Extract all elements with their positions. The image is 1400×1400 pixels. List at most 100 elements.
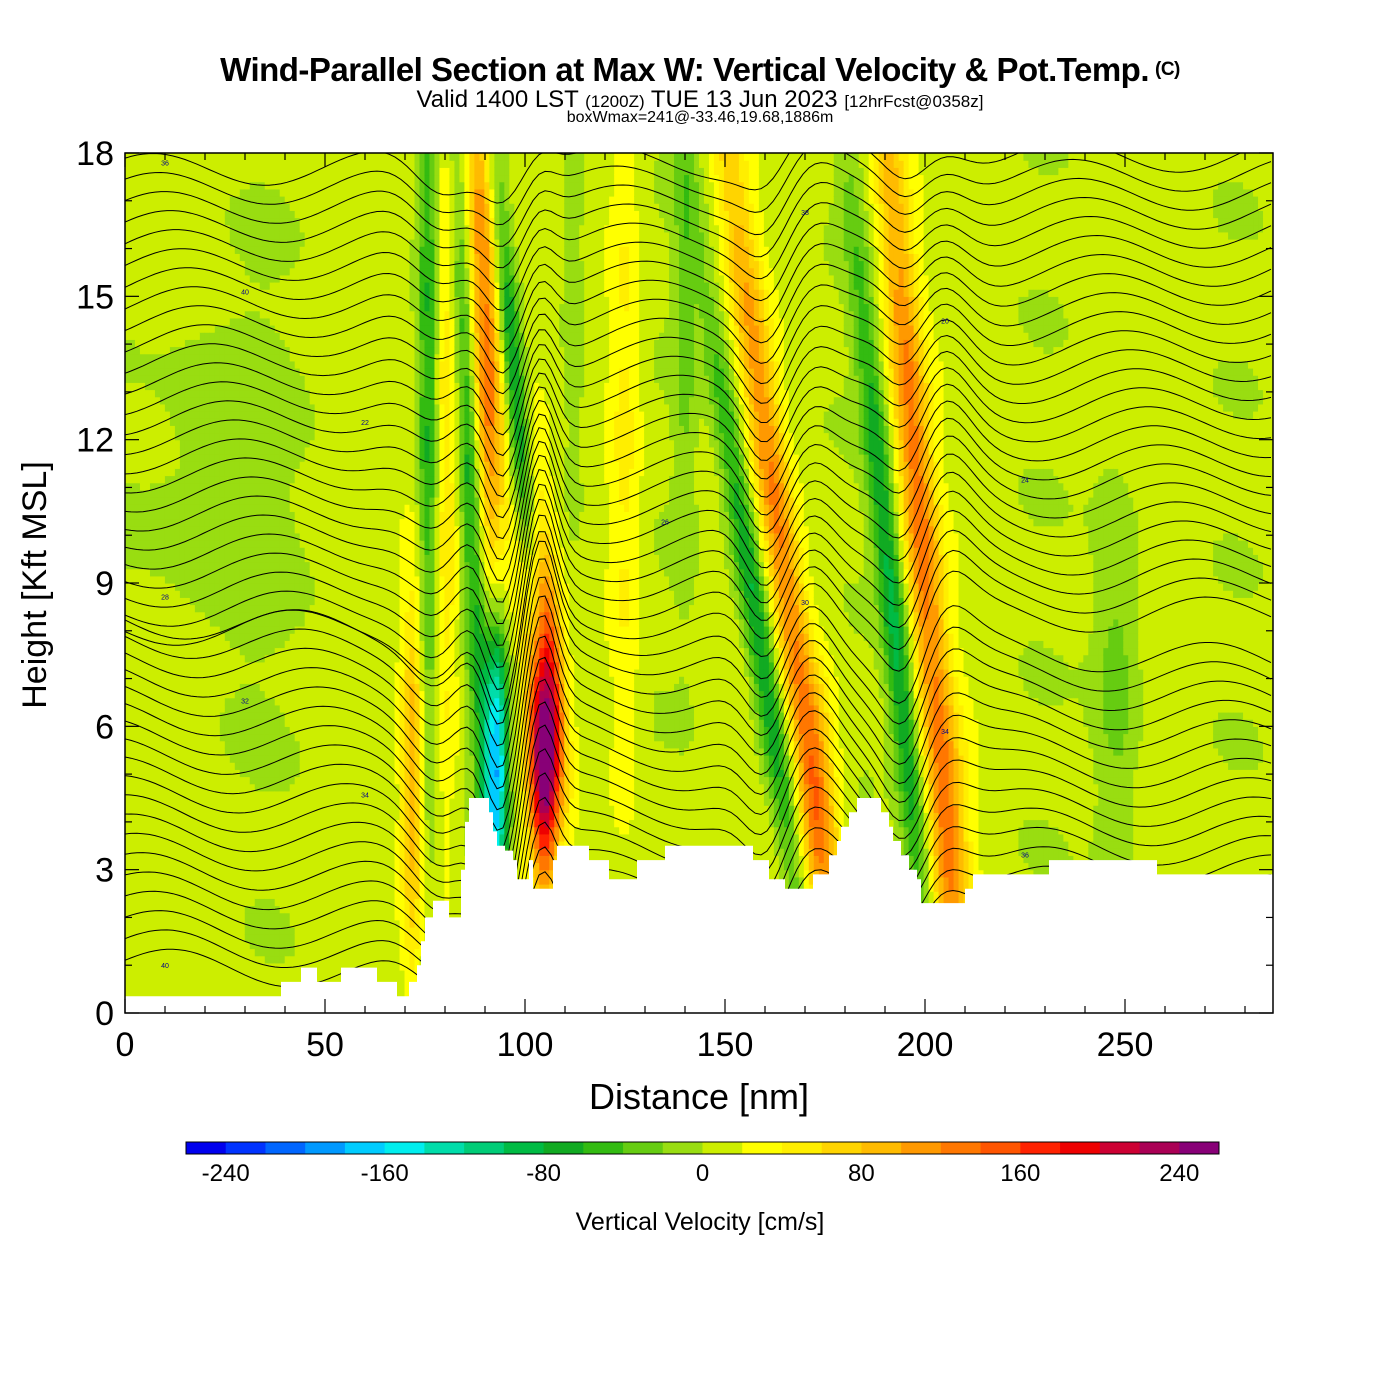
velocity-cell — [130, 189, 136, 197]
velocity-cell — [140, 261, 146, 269]
velocity-cell — [150, 705, 156, 713]
velocity-cell — [170, 777, 176, 785]
velocity-cell — [165, 296, 171, 304]
velocity-cell — [155, 519, 161, 527]
velocity-cell — [170, 239, 176, 247]
velocity-cell — [130, 855, 136, 863]
velocity-cell — [150, 884, 156, 892]
velocity-cell — [130, 476, 136, 484]
velocity-cell — [165, 361, 171, 369]
velocity-cell — [140, 504, 146, 512]
velocity-cell — [170, 920, 176, 928]
velocity-cell — [150, 196, 156, 204]
velocity-cell — [125, 354, 131, 362]
velocity-cell — [165, 253, 171, 261]
velocity-cell — [175, 834, 181, 842]
velocity-cell — [145, 805, 151, 813]
velocity-cell — [155, 304, 161, 312]
velocity-cell — [145, 397, 151, 405]
velocity-cell — [155, 612, 161, 620]
velocity-cell — [165, 239, 171, 247]
velocity-cell — [150, 791, 156, 799]
velocity-cell — [140, 540, 146, 548]
velocity-cell — [140, 175, 146, 183]
velocity-cell — [135, 798, 141, 806]
velocity-cell — [130, 941, 136, 949]
velocity-cell — [125, 777, 131, 785]
velocity-cell — [135, 203, 141, 211]
velocity-cell — [155, 296, 161, 304]
velocity-cell — [140, 461, 146, 469]
velocity-cell — [130, 167, 136, 175]
velocity-cell — [135, 311, 141, 319]
velocity-cell — [145, 325, 151, 333]
velocity-cell — [170, 884, 176, 892]
velocity-cell — [170, 511, 176, 519]
velocity-cell — [135, 246, 141, 254]
velocity-cell — [160, 569, 166, 577]
velocity-cell — [130, 963, 136, 971]
velocity-cell — [130, 504, 136, 512]
velocity-cell — [170, 676, 176, 684]
velocity-cell — [160, 203, 166, 211]
velocity-cell — [125, 884, 131, 892]
velocity-cell — [125, 210, 131, 218]
velocity-cell — [125, 160, 131, 168]
velocity-cell — [155, 483, 161, 491]
velocity-cell — [140, 712, 146, 720]
velocity-cell — [125, 920, 131, 928]
velocity-cell — [150, 182, 156, 190]
velocity-cell — [125, 167, 131, 175]
velocity-cell — [145, 569, 151, 577]
velocity-cell — [160, 347, 166, 355]
velocity-cell — [135, 683, 141, 691]
velocity-cell — [130, 382, 136, 390]
velocity-cell — [125, 311, 131, 319]
velocity-cell — [125, 296, 131, 304]
velocity-cell — [155, 884, 161, 892]
velocity-cell — [125, 970, 131, 978]
velocity-cell — [145, 784, 151, 792]
velocity-cell — [165, 827, 171, 835]
velocity-cell — [135, 748, 141, 756]
velocity-cell — [165, 261, 171, 269]
velocity-cell — [135, 676, 141, 684]
velocity-cell — [165, 189, 171, 197]
velocity-cell — [165, 497, 171, 505]
velocity-cell — [155, 411, 161, 419]
velocity-cell — [125, 705, 131, 713]
velocity-cell — [165, 934, 171, 942]
velocity-cell — [125, 182, 131, 190]
velocity-cell — [155, 282, 161, 290]
velocity-cell — [135, 920, 141, 928]
velocity-cell — [135, 454, 141, 462]
velocity-cell — [140, 239, 146, 247]
velocity-cell — [155, 347, 161, 355]
velocity-cell — [130, 898, 136, 906]
velocity-cell — [135, 268, 141, 276]
velocity-cell — [140, 375, 146, 383]
velocity-cell — [140, 863, 146, 871]
velocity-cell — [145, 411, 151, 419]
velocity-cell — [165, 533, 171, 541]
velocity-cell — [145, 920, 151, 928]
velocity-cell — [165, 748, 171, 756]
velocity-cell — [140, 203, 146, 211]
velocity-cell — [160, 705, 166, 713]
velocity-cell — [135, 934, 141, 942]
velocity-cell — [130, 253, 136, 261]
velocity-cell — [125, 605, 131, 613]
velocity-cell — [155, 554, 161, 562]
velocity-cell — [125, 927, 131, 935]
velocity-cell — [150, 239, 156, 247]
velocity-cell — [155, 870, 161, 878]
velocity-cell — [175, 984, 181, 992]
velocity-cell — [140, 612, 146, 620]
velocity-cell — [125, 906, 131, 914]
velocity-cell — [135, 332, 141, 340]
velocity-cell — [165, 741, 171, 749]
velocity-cell — [145, 547, 151, 555]
velocity-cell — [135, 877, 141, 885]
velocity-cell — [160, 877, 166, 885]
velocity-cell — [140, 554, 146, 562]
